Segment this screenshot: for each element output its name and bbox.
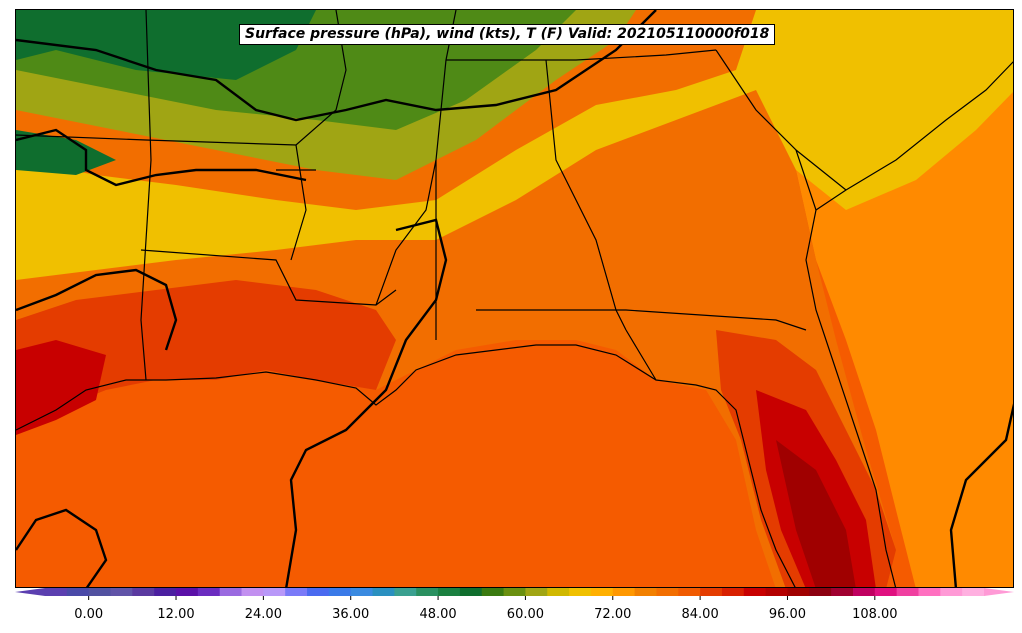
colorbar-cell [154,588,177,596]
colorbar-cell [809,588,832,596]
colorbar-cell [328,588,352,596]
colorbar-cell [634,588,657,596]
colorbar-cell [590,588,614,596]
colorbar-tick-label: 12.00 [157,607,195,622]
colorbar-cell [962,588,985,596]
colorbar-cell [765,588,788,596]
colorbar-cells [45,588,985,596]
colorbar-cell [285,588,308,596]
map-panel: Surface pressure (hPa), wind (kts), T (F… [15,9,1014,588]
colorbar-cell [241,588,264,596]
colorbar-cell [176,588,199,596]
colorbar-cell [656,588,679,596]
colorbar-cell [569,588,592,596]
colorbar-cell [132,588,155,596]
texas-hot-core [16,340,106,435]
borders [16,10,1013,587]
colorbar-cell [678,588,701,596]
texas-hot-band [16,280,396,430]
colorbar-cell [874,588,898,596]
colorbar-cell [700,588,723,596]
colorbar-tick-label: 60.00 [506,607,545,622]
colorbar-cell [459,588,483,596]
colorbar-cell [394,588,417,596]
colorbar-cell [612,588,636,596]
colorbar-cell [525,588,548,596]
mild-band [16,10,1013,280]
colorbar-cell [787,588,810,596]
colorbar-tick-label: 24.00 [244,607,282,622]
colorbar-cell [372,588,395,596]
land-fill [16,10,896,587]
colorbar-min-arrow [15,588,45,596]
colorbar-cell [307,588,330,596]
colorbar-tick-label: 36.00 [332,607,370,622]
colorbar-cell [547,588,570,596]
isobars [16,10,1013,587]
colorbar-cell [88,588,112,596]
colorbar-cell [896,588,919,596]
colorbar-cell [45,588,68,596]
colorbar-tick-label: 0.00 [74,607,104,622]
florida-hottest-core [776,440,856,587]
temperature-map [16,10,1013,587]
colorbar-tick-label: 48.00 [419,607,457,622]
colorbar-tick-label: 84.00 [681,607,719,622]
colorbar-tick-label: 108.00 [852,607,898,622]
colorbar-cell [481,588,505,596]
colorbar-cell [831,588,854,596]
colorbar-cell [110,588,133,596]
colorbar-tick-label: 72.00 [594,607,632,622]
coolest-band-south [16,130,116,175]
colorbar-cell [66,588,90,596]
map-title: Surface pressure (hPa), wind (kts), T (F… [239,24,776,45]
colorbar-cell [197,588,221,596]
colorbar [15,588,1014,600]
colorbar-cell [263,588,286,596]
colorbar-max-arrow [984,588,1014,596]
colorbar-cell [852,588,876,596]
colorbar-tick-label: 96.00 [768,607,807,622]
colorbar-cell [503,588,526,596]
colorbar-cell [416,588,439,596]
colorbar-ticks [88,596,876,600]
colorbar-cell [219,588,243,596]
colorbar-cell [918,588,941,596]
colorbar-cell [350,588,374,596]
colorbar-cell [438,588,461,596]
colorbar-cell [743,588,767,596]
colorbar-cell [721,588,745,596]
colorbar-cell [940,588,963,596]
